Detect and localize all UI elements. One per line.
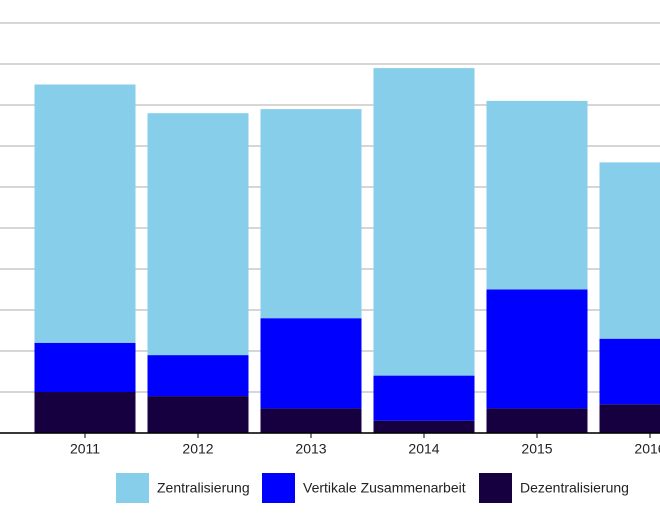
bar-segment	[147, 355, 249, 397]
bar-segment	[260, 318, 362, 409]
bar-segment	[260, 109, 362, 319]
bar-segment	[486, 289, 588, 409]
bar-segment	[599, 338, 660, 405]
x-tick-label: 2015	[521, 441, 552, 457]
legend: Zentralisierung Vertikale Zusammenarbeit…	[116, 473, 629, 503]
x-tick-label: 2011	[70, 441, 100, 457]
legend-swatch	[262, 473, 295, 503]
legend-label: Zentralisierung	[157, 480, 250, 496]
legend-label: Dezentralisierung	[520, 480, 629, 496]
bar-segment	[599, 404, 660, 433]
x-tick-label: 2012	[182, 441, 213, 457]
legend-label: Vertikale Zusammenarbeit	[303, 480, 466, 496]
x-tick-label: 2014	[408, 441, 439, 457]
x-tick-label: 2013	[295, 441, 326, 457]
bar-segment	[147, 396, 249, 433]
bar-segment	[373, 375, 475, 421]
bar-segment	[599, 162, 660, 339]
bar-segment	[486, 100, 588, 290]
bar-segment	[373, 420, 475, 433]
bar-segment	[34, 84, 136, 343]
bar-segment	[373, 68, 475, 376]
bar-segment	[147, 113, 249, 356]
bar-segment	[486, 408, 588, 433]
legend-swatch	[116, 473, 149, 503]
legend-swatch	[479, 473, 512, 503]
bar-segment	[34, 342, 136, 392]
bar-segment	[34, 392, 136, 433]
bar-segment	[260, 408, 362, 433]
x-tick-label: 2016	[634, 441, 660, 457]
